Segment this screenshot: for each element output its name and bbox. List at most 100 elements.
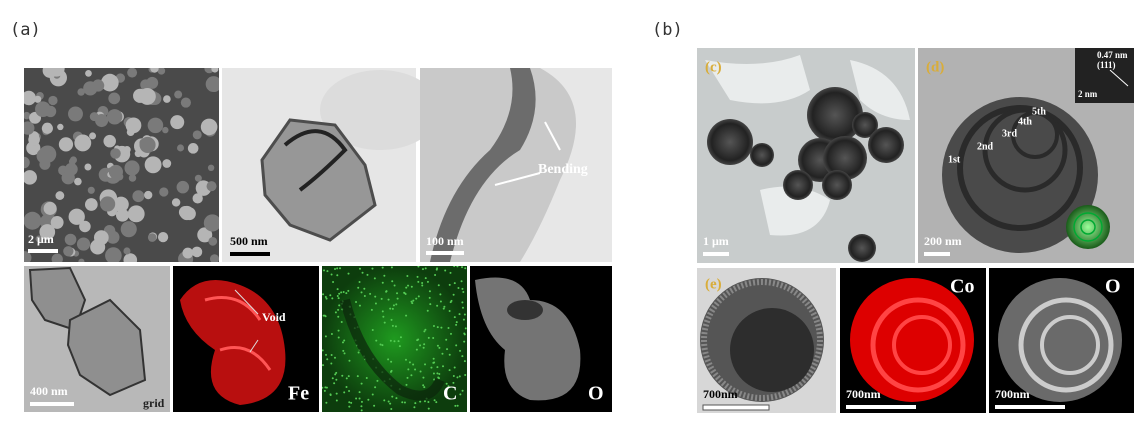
texture xyxy=(358,397,361,400)
texture xyxy=(391,280,394,283)
texture xyxy=(444,269,447,272)
scale-bar-label: 700nm xyxy=(703,387,738,401)
texture xyxy=(108,92,121,105)
texture xyxy=(76,237,91,251)
texture xyxy=(443,305,446,308)
texture xyxy=(360,400,363,403)
texture xyxy=(157,232,169,243)
texture xyxy=(387,400,390,403)
texture xyxy=(463,333,466,336)
texture xyxy=(51,253,63,262)
texture xyxy=(332,280,335,283)
texture xyxy=(42,68,58,78)
texture xyxy=(448,309,451,312)
texture xyxy=(448,369,451,372)
texture xyxy=(410,300,413,303)
texture xyxy=(393,284,396,287)
texture xyxy=(461,287,464,290)
texture xyxy=(410,285,413,288)
texture xyxy=(360,409,363,412)
texture xyxy=(127,205,145,223)
texture xyxy=(101,73,119,92)
texture xyxy=(74,134,92,152)
texture xyxy=(421,268,424,271)
texture xyxy=(335,378,338,381)
texture xyxy=(399,336,402,339)
scale-bar-label: 500 nm xyxy=(230,234,268,248)
texture xyxy=(358,267,361,270)
texture xyxy=(394,325,397,328)
inset-label: 0.47 nm xyxy=(1097,50,1128,60)
texture xyxy=(423,330,426,333)
texture xyxy=(330,362,333,365)
texture xyxy=(421,281,424,284)
texture xyxy=(455,321,458,324)
texture xyxy=(423,343,426,346)
texture xyxy=(325,353,328,356)
texture xyxy=(383,321,386,324)
texture xyxy=(432,336,435,339)
texture xyxy=(416,275,419,278)
texture xyxy=(337,297,340,300)
texture xyxy=(326,358,329,361)
texture xyxy=(371,267,374,270)
texture xyxy=(192,193,203,204)
texture xyxy=(438,372,441,375)
texture xyxy=(371,393,374,396)
texture xyxy=(461,306,464,309)
texture xyxy=(381,266,384,269)
texture xyxy=(448,283,451,286)
texture xyxy=(433,399,436,402)
texture xyxy=(150,68,159,73)
texture xyxy=(389,307,392,310)
texture xyxy=(458,313,461,316)
texture xyxy=(379,343,382,346)
texture xyxy=(391,324,394,327)
texture xyxy=(428,296,431,299)
texture xyxy=(43,201,57,215)
texture xyxy=(374,386,377,389)
texture xyxy=(357,286,360,289)
texture xyxy=(170,115,185,130)
tem-image: 400 nm grid xyxy=(24,266,170,412)
texture xyxy=(403,292,406,295)
texture xyxy=(324,386,327,389)
texture xyxy=(414,402,417,405)
scale-bar-label: 1 μm xyxy=(703,234,729,248)
element-label: O xyxy=(588,383,604,405)
texture xyxy=(462,318,465,321)
texture xyxy=(461,389,464,392)
texture xyxy=(358,281,361,284)
texture xyxy=(337,329,340,332)
texture xyxy=(415,297,418,300)
texture xyxy=(405,286,408,289)
texture xyxy=(463,360,466,363)
texture xyxy=(338,304,341,307)
texture xyxy=(459,393,462,396)
texture xyxy=(453,266,456,268)
texture xyxy=(24,170,37,185)
texture xyxy=(106,109,123,125)
sem-image: 2 μm xyxy=(24,68,219,262)
texture xyxy=(411,302,414,305)
texture xyxy=(24,90,36,106)
texture xyxy=(419,344,422,347)
texture xyxy=(348,405,351,408)
texture xyxy=(162,159,172,168)
texture xyxy=(434,273,437,276)
texture xyxy=(335,392,338,395)
texture xyxy=(78,258,85,262)
texture xyxy=(132,190,145,203)
texture xyxy=(64,233,77,246)
texture xyxy=(207,164,215,172)
texture xyxy=(206,181,217,192)
inset-label: (111) xyxy=(1097,60,1116,70)
texture xyxy=(335,371,338,374)
texture xyxy=(462,290,465,293)
texture xyxy=(337,336,340,339)
figure-label: (a) xyxy=(10,20,41,40)
texture xyxy=(333,356,336,359)
texture xyxy=(127,68,138,78)
texture xyxy=(325,297,328,300)
texture xyxy=(334,268,337,271)
